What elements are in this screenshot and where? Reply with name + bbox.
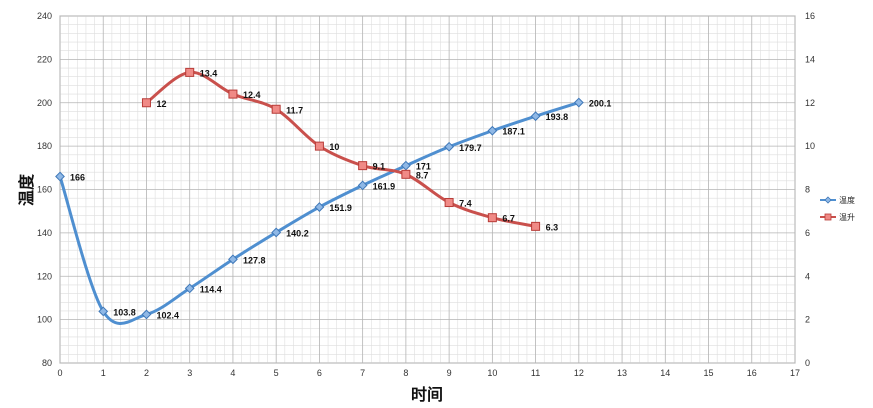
x-tick-label: 1 [101,368,106,378]
x-tick-label: 9 [447,368,452,378]
data-label-temperature-rise: 12.4 [243,90,261,100]
y2-tick-label: 12 [805,98,815,108]
data-point-temperature-rise [141,98,151,108]
x-tick-label: 3 [187,368,192,378]
legend-label-temperature-rise: 温升 [839,213,855,222]
data-label-temperature: 114.4 [200,284,222,294]
y-tick-label: 140 [37,228,52,238]
data-point-temperature-rise [228,89,238,99]
x-tick-label: 17 [790,368,800,378]
x-axis-title: 时间 [411,385,443,404]
axes: 0 1 2 3 4 5 6 7 8 9 10 11 12 13 14 15 16 1780100120140160… [37,11,815,378]
data-point-temperature [184,283,195,294]
data-point-temperature-rise [487,213,497,223]
data-point-temperature-rise [531,221,541,231]
y-tick-label: 120 [37,271,52,281]
x-tick-label: 11 [531,368,540,378]
data-label-temperature-rise: 6.3 [546,222,559,232]
data-label-temperature-rise: 13.4 [200,68,218,78]
y2-tick-label: 8 [805,185,810,195]
data-labels: 166 103.8 102.4 114.4 127.8 140.2 151.9 161.9 17… [70,68,611,320]
y-tick-label: 100 [37,315,52,325]
data-label-temperature-rise: 8.7 [416,170,429,180]
data-label-temperature: 140.2 [286,228,309,238]
data-label-temperature-rise: 11.7 [286,105,303,115]
y-tick-label: 220 [37,54,52,64]
data-point-temperature-rise [358,161,368,171]
data-point-temperature [444,141,455,152]
legend-marker-temperature-rise [824,213,832,221]
data-point-temperature [357,180,368,191]
data-point-temperature [573,97,584,108]
data-point-temperature [55,171,65,182]
x-tick-label: 6 [317,368,322,378]
data-point-temperature [98,306,109,317]
legend-marker-temperature [824,196,832,204]
data-point-temperature [487,125,498,136]
x-tick-label: 5 [274,368,279,378]
data-label-temperature: 166 [70,172,85,182]
y2-tick-label: 4 [805,271,810,281]
data-point-temperature-rise [185,67,195,77]
y-tick-label: 240 [37,11,52,21]
data-point-temperature-rise [314,141,324,151]
x-tick-label: 12 [574,368,584,378]
data-label-temperature: 187.1 [502,127,525,137]
data-point-temperature [141,309,152,320]
y2-tick-label: 14 [805,54,815,64]
data-label-temperature: 200.1 [589,99,612,109]
data-label-temperature: 127.8 [243,255,266,265]
data-label-temperature-rise: 6.7 [502,214,515,224]
data-label-temperature: 103.8 [113,307,136,317]
data-label-temperature: 151.9 [329,203,352,213]
data-label-temperature-rise: 7.4 [459,199,472,209]
y-tick-label: 200 [37,98,52,108]
y2-tick-label: 16 [805,11,815,21]
x-tick-label: 10 [487,368,497,378]
y-tick-label: 80 [42,358,52,368]
data-label-temperature: 193.8 [546,112,569,122]
data-point-temperature-rise [271,104,281,114]
data-point-temperature [271,227,282,238]
x-tick-label: 8 [403,368,408,378]
y2-tick-label: 6 [805,228,810,238]
y-tick-label: 180 [37,141,52,151]
y2-tick-label: 10 [805,141,815,151]
x-tick-label: 7 [360,368,365,378]
x-tick-label: 13 [617,368,627,378]
data-point-temperature [228,254,238,265]
data-label-temperature-rise: 9.1 [373,162,386,172]
data-point-temperature [530,111,541,122]
data-point-temperature-rise [444,198,454,208]
data-label-temperature: 161.9 [373,181,396,191]
legend-label-temperature: 温度 [839,195,855,205]
series-line-temperature-rise [144,70,538,228]
series-layer [55,67,584,325]
y2-tick-label: 0 [805,358,810,368]
grid [59,15,796,364]
y-axis-title: 温度 [17,173,36,207]
data-label-temperature: 171 [416,162,431,172]
data-label-temperature: 102.4 [156,310,179,320]
x-tick-label: 14 [660,368,670,378]
y2-tick-label: 2 [805,315,810,325]
data-point-temperature-rise [401,169,411,179]
data-label-temperature-rise: 12 [156,99,166,109]
x-tick-label: 2 [144,368,149,378]
x-tick-label: 4 [230,368,235,378]
y-tick-label: 160 [37,185,52,195]
data-label-temperature-rise: 10 [329,142,339,152]
x-tick-label: 16 [747,368,757,378]
x-tick-label: 15 [704,368,714,378]
x-tick-label: 0 [57,368,62,378]
data-point-temperature [314,202,325,212]
data-label-temperature: 179.7 [459,143,482,153]
